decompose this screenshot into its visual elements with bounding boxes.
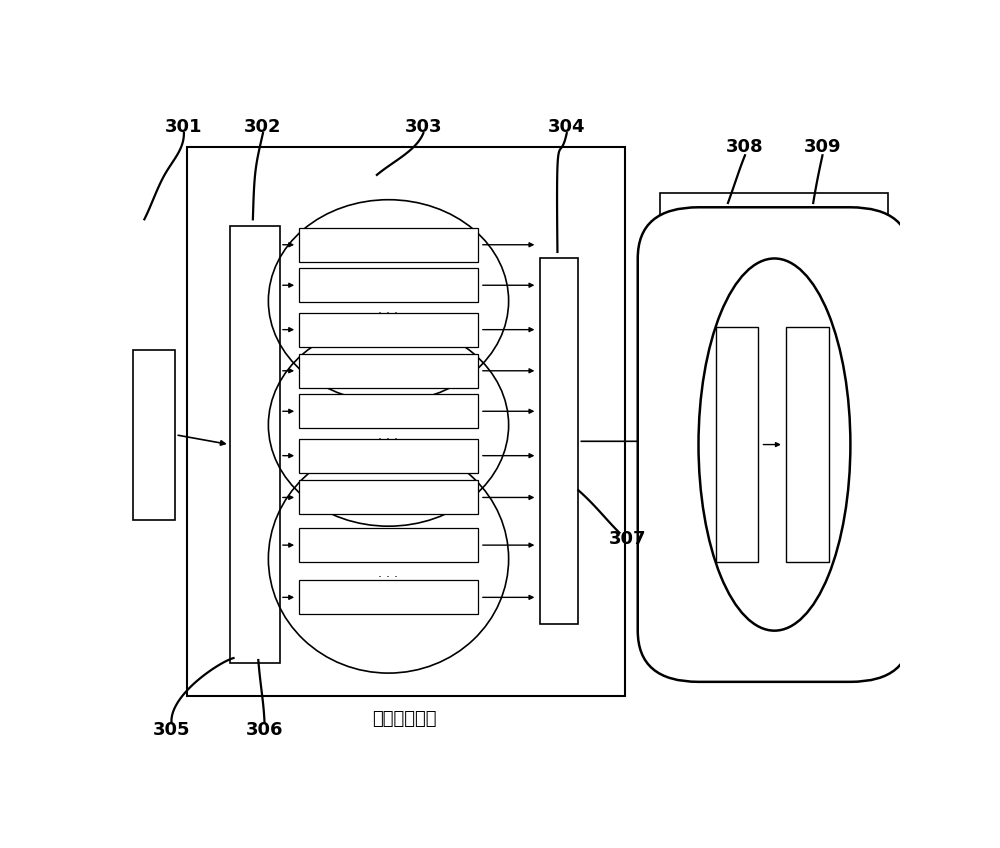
Bar	[299, 580, 478, 614]
Text: 302: 302	[244, 118, 282, 136]
Bar	[299, 354, 478, 388]
Ellipse shape	[698, 259, 850, 631]
Text: 303: 303	[405, 118, 442, 136]
Bar	[716, 327, 758, 562]
Bar	[299, 313, 478, 347]
Bar	[187, 148, 625, 696]
Bar	[299, 438, 478, 472]
Bar	[660, 193, 888, 670]
Bar	[299, 394, 478, 428]
Text: 309: 309	[804, 138, 841, 157]
Bar	[540, 259, 578, 624]
Text: · · ·: · · ·	[378, 308, 398, 321]
Bar	[299, 268, 478, 302]
Text: 307: 307	[608, 530, 646, 549]
Text: · · ·: · · ·	[378, 572, 398, 584]
Bar	[299, 481, 478, 515]
Bar	[786, 327, 829, 562]
Text: 308: 308	[726, 138, 764, 157]
Text: 306: 306	[246, 721, 283, 739]
Text: 305: 305	[153, 721, 190, 739]
Text: 304: 304	[548, 118, 586, 136]
FancyBboxPatch shape	[638, 207, 911, 682]
Text: 301: 301	[165, 118, 203, 136]
Text: · · ·: · · ·	[378, 433, 398, 447]
Text: 传感信号采集: 传感信号采集	[372, 710, 436, 728]
Bar	[299, 228, 478, 262]
Bar	[299, 528, 478, 562]
Bar	[133, 350, 175, 520]
Bar	[230, 226, 280, 663]
